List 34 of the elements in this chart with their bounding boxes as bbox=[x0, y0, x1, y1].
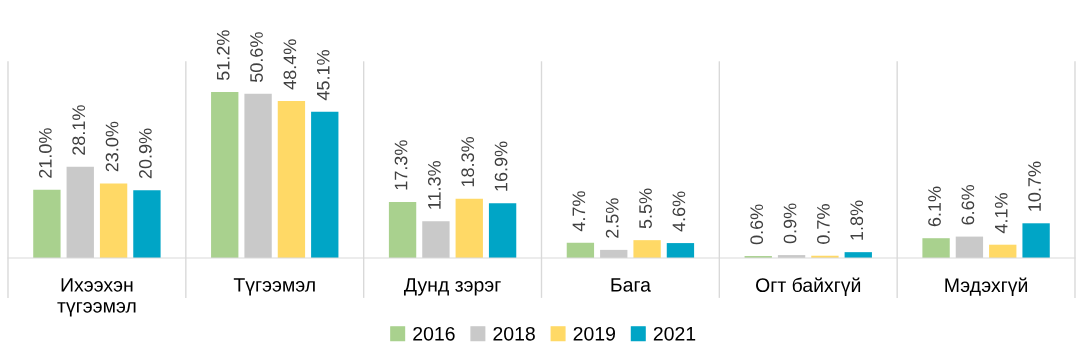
x-tick-label: Ихээхэн түгээмэл bbox=[57, 278, 136, 317]
data-label: 20.9% bbox=[138, 128, 152, 179]
x-tick-label: Бага bbox=[611, 278, 651, 292]
legend-label: 2021 bbox=[653, 326, 696, 341]
data-label: 51.2% bbox=[216, 30, 230, 81]
data-label: 0.9% bbox=[783, 203, 797, 244]
data-label: 0.7% bbox=[816, 204, 830, 244]
x-tick-label: Дунд зэрэг bbox=[403, 278, 501, 296]
data-label: 0.6% bbox=[750, 204, 764, 245]
data-label: 6.1% bbox=[928, 186, 941, 227]
x-tick-label: Мэдэхгүй bbox=[945, 277, 1028, 296]
data-label: 17.3% bbox=[394, 140, 408, 190]
data-label: 2.5% bbox=[605, 198, 619, 238]
data-label: 21.0% bbox=[38, 128, 52, 178]
data-label: 16.9% bbox=[494, 141, 508, 191]
data-label: 4.1% bbox=[994, 193, 1008, 234]
legend-label: 2019 bbox=[573, 326, 615, 341]
legend-label: 2018 bbox=[493, 326, 535, 341]
x-tick-label: Огт байхгүй bbox=[756, 277, 861, 296]
data-label: 11.3% bbox=[427, 161, 441, 209]
x-tick-label: Түгээмэл bbox=[233, 278, 315, 296]
data-label: 50.6% bbox=[250, 32, 263, 83]
data-label: 1.8% bbox=[850, 200, 864, 240]
legend-label: 2016 bbox=[413, 326, 455, 341]
data-label: 28.1% bbox=[72, 105, 86, 155]
data-label: 6.6% bbox=[961, 184, 975, 225]
data-label: 10.7% bbox=[1028, 161, 1041, 211]
data-label: 4.6% bbox=[672, 191, 686, 232]
data-label: 48.4% bbox=[283, 39, 297, 90]
data-label: 5.5% bbox=[639, 188, 652, 229]
data-label: 4.7% bbox=[572, 191, 586, 232]
data-label: 18.3% bbox=[461, 136, 475, 187]
data-label: 23.0% bbox=[105, 121, 119, 172]
data-label: 45.1% bbox=[316, 50, 330, 101]
